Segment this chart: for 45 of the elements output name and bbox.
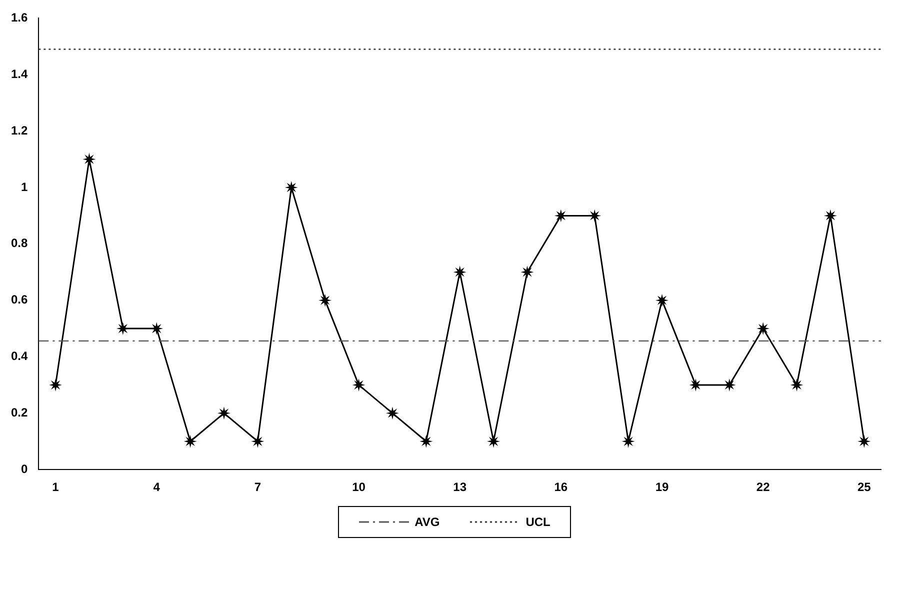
x-tick-label: 19 [655,480,669,494]
x-tick-label: 13 [453,480,467,494]
point [386,406,399,420]
point [858,434,871,448]
point [622,434,635,448]
y-tick-label: 1 [20,180,28,194]
point [150,322,164,336]
point [318,294,332,307]
point [49,378,62,392]
x-tick-label: 10 [352,480,366,494]
x-tick-label: 22 [756,480,770,494]
point [251,434,264,448]
y-tick-label: 0 [20,462,28,476]
y-tick-label: 1.4 [10,66,28,81]
x-tick-label: 7 [254,480,262,494]
y-tick-label: 0.4 [10,349,28,364]
y-tick-label: 0.6 [10,292,28,307]
y-tick-label: 1.2 [10,123,28,138]
legend-label: UCL [526,515,550,529]
point [554,209,568,222]
point [824,209,837,222]
point [420,434,433,448]
y-tick-label: 0.2 [10,405,28,420]
point [588,209,602,222]
point [82,152,96,166]
point [116,322,130,336]
x-tick-label: 1 [52,480,60,494]
x-tick-label: 25 [857,480,872,494]
x-tick-label: 4 [153,480,160,494]
point [217,406,230,420]
point [722,378,736,392]
legend-label: AVG [414,515,440,529]
point [655,294,668,307]
point [487,434,500,448]
y-tick-label: 1.6 [10,10,28,25]
point [284,180,298,194]
x-tick-label: 16 [554,480,568,494]
point [453,266,466,279]
point [352,378,366,392]
point [184,434,197,448]
y-tick-label: 0.8 [10,236,28,250]
point [790,378,804,392]
point [689,378,702,392]
point [520,266,534,279]
point [756,322,770,336]
